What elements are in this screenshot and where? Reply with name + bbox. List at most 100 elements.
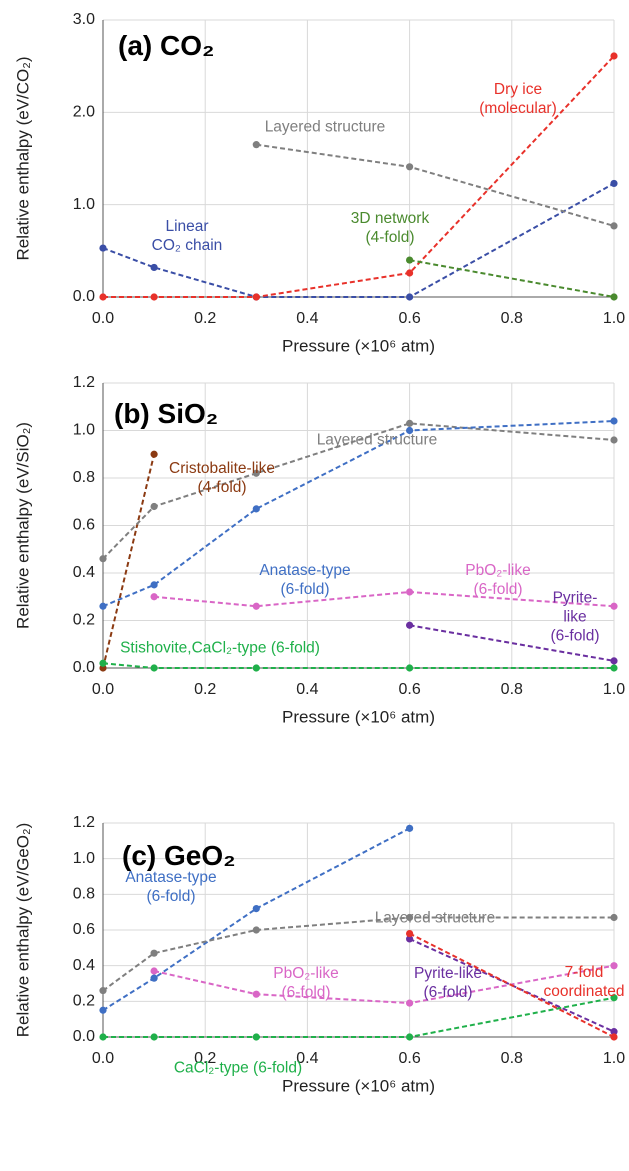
series-label: PbO₂-like (6-fold) [465, 562, 531, 598]
data-point [406, 269, 414, 277]
data-point [610, 222, 618, 230]
data-point [252, 505, 260, 513]
data-point [99, 555, 107, 563]
y-tick-label: 0.4 [73, 957, 95, 974]
data-point [99, 602, 107, 610]
y-tick-label: 1.2 [73, 374, 95, 391]
x-tick-label: 0.2 [194, 310, 216, 327]
panel-title: (b) SiO₂ [114, 398, 219, 429]
y-tick-label: 0.0 [73, 1028, 95, 1045]
data-point [406, 419, 414, 427]
data-point [252, 990, 260, 998]
series-label: CaCl₂-type (6-fold) [173, 1059, 303, 1077]
panel: 0.0 0.2 0.4 0.6 0.8 1.0 0.0 1.0 2.0 3.0 Pressure (… [13, 11, 625, 355]
data-point [150, 1033, 158, 1041]
data-point [406, 588, 414, 596]
y-axis-label: Relative enthalpy (eV/GeO₂) [13, 823, 32, 1037]
series-line [102, 420, 615, 608]
data-point [610, 657, 618, 665]
data-point [406, 664, 414, 672]
data-point [150, 949, 158, 957]
y-tick-label: 0.0 [73, 288, 95, 305]
y-axis-label: Relative enthalpy (eV/SiO₂) [13, 422, 32, 629]
data-point [406, 913, 414, 922]
series-line [102, 662, 614, 669]
x-tick-label: 0.8 [501, 681, 523, 698]
x-tick-label: 1.0 [603, 681, 625, 698]
series-line [409, 259, 615, 298]
data-point [252, 602, 260, 610]
y-tick-label: 2.0 [73, 104, 95, 121]
y-tick-label: 0.6 [73, 517, 95, 534]
y-tick-label: 3.0 [73, 11, 95, 28]
data-point [610, 436, 618, 444]
series-line [102, 827, 411, 1012]
x-tick-label: 0.2 [194, 681, 216, 698]
data-point [99, 1033, 107, 1041]
series-label: Stishovite,CaCl₂-type (6-fold) [120, 639, 320, 657]
series-label: Anatase-type (6-fold) [125, 869, 217, 905]
data-point [406, 293, 414, 301]
series-label: Layered structure [374, 909, 496, 927]
data-point [150, 293, 158, 301]
y-tick-label: 0.2 [73, 612, 95, 629]
data-point [610, 994, 618, 1002]
data-point [150, 967, 158, 975]
x-tick-label: 0.6 [398, 1050, 420, 1067]
data-point [99, 659, 107, 667]
data-point [610, 913, 618, 922]
data-point [150, 502, 158, 511]
data-point [150, 263, 158, 272]
x-tick-label: 0.4 [296, 310, 318, 327]
y-tick-label: 0.6 [73, 921, 95, 938]
data-point [252, 469, 260, 477]
data-point [150, 581, 158, 589]
x-tick-label: 1.0 [603, 1050, 625, 1067]
series-label: 7-fold coordinated [543, 964, 625, 1000]
y-axis-label: Relative enthalpy (eV/CO₂) [13, 56, 32, 260]
data-point [252, 293, 260, 301]
y-tick-label: 0.8 [73, 886, 95, 903]
y-tick-label: 0.0 [73, 659, 95, 676]
x-tick-label: 0.0 [92, 681, 114, 698]
y-tick-label: 1.0 [73, 850, 95, 867]
data-point [150, 450, 158, 458]
data-point [406, 256, 414, 264]
x-tick-label: 0.0 [92, 310, 114, 327]
series-line [103, 996, 615, 1038]
panel-title: (a) CO₂ [118, 30, 215, 61]
data-point [406, 999, 414, 1007]
series-line [409, 932, 615, 1038]
series-line [154, 590, 615, 608]
series-label: Layered structure [316, 431, 438, 449]
series-label: Layered structure [264, 118, 386, 136]
data-point [99, 1006, 107, 1014]
panel-title: (c) GeO₂ [122, 840, 236, 871]
y-tick-label: 0.8 [73, 469, 95, 486]
data-point [406, 935, 414, 943]
x-axis-label: Pressure (×10⁶ atm) [282, 707, 435, 726]
x-tick-label: 0.6 [398, 681, 420, 698]
data-point [610, 1033, 618, 1041]
x-tick-label: 0.8 [501, 1050, 523, 1067]
x-tick-label: 0.8 [501, 310, 523, 327]
x-tick-label: 1.0 [603, 310, 625, 327]
series-line [409, 624, 615, 662]
y-tick-label: 0.4 [73, 564, 95, 581]
x-tick-label: 0.6 [398, 310, 420, 327]
series-line [256, 143, 615, 227]
data-point [252, 905, 260, 913]
data-point [610, 179, 618, 188]
data-point [252, 1033, 260, 1041]
series-label: Pyrite-like (6-fold) [413, 965, 483, 1001]
series-label: Cristobalite-like (4-fold) [169, 460, 275, 496]
panel: 0.0 0.2 0.4 0.6 0.8 1.0 0.0 0.2 0.4 0.6 0.8 1.0 1.2 P… [13, 814, 625, 1095]
data-point [610, 417, 618, 425]
y-tick-label: 1.0 [73, 196, 95, 213]
series-label: Linear CO₂ chain [151, 218, 223, 254]
data-point [150, 664, 158, 672]
data-point [406, 824, 414, 832]
x-tick-label: 0.4 [296, 1050, 318, 1067]
data-point [610, 962, 618, 970]
